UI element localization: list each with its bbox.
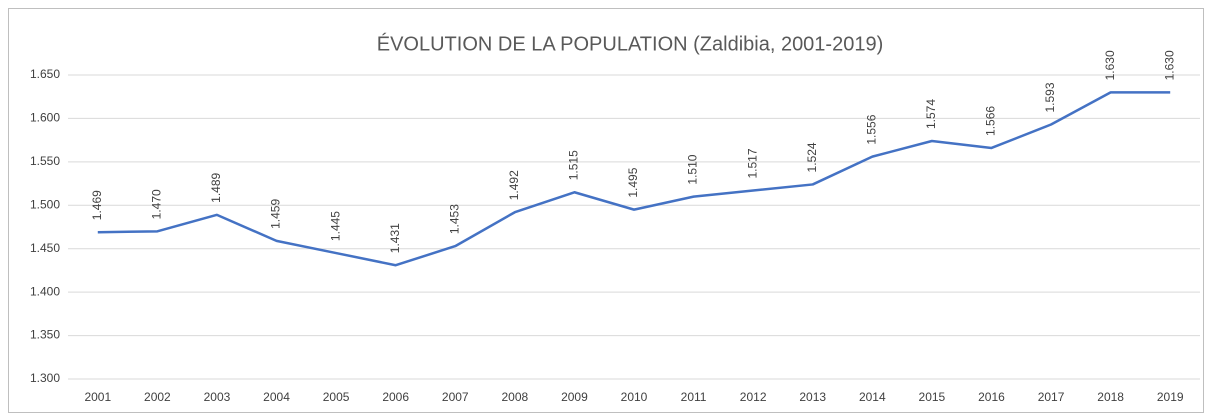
x-tick-label: 2013 xyxy=(799,390,826,404)
data-label: 1.492 xyxy=(507,170,521,200)
data-label: 1.556 xyxy=(864,114,878,144)
data-label: 1.431 xyxy=(388,223,402,253)
y-tick-label: 1.500 xyxy=(30,197,60,211)
data-label: 1.524 xyxy=(805,142,819,172)
data-label: 1.517 xyxy=(745,148,759,178)
x-tick-label: 2006 xyxy=(382,390,409,404)
data-label: 1.515 xyxy=(567,150,581,180)
x-tick-label: 2017 xyxy=(1038,390,1065,404)
data-label: 1.469 xyxy=(90,190,104,220)
x-tick-label: 2019 xyxy=(1157,390,1184,404)
x-tick-label: 2002 xyxy=(144,390,171,404)
y-tick-label: 1.300 xyxy=(30,371,60,385)
data-label: 1.470 xyxy=(150,189,164,219)
data-label: 1.566 xyxy=(984,106,998,136)
x-tick-label: 2005 xyxy=(323,390,350,404)
x-tick-label: 2004 xyxy=(263,390,290,404)
line-series xyxy=(97,91,1171,267)
x-tick-label: 2009 xyxy=(561,390,588,404)
data-label: 1.630 xyxy=(1162,50,1176,80)
y-tick-label: 1.650 xyxy=(30,67,60,81)
data-label: 1.445 xyxy=(328,211,342,241)
data-label: 1.510 xyxy=(686,154,700,184)
y-tick-label: 1.450 xyxy=(30,241,60,255)
x-tick-label: 2010 xyxy=(621,390,648,404)
data-label: 1.489 xyxy=(209,172,223,202)
data-label: 1.453 xyxy=(447,204,461,234)
chart-title: ÉVOLUTION DE LA POPULATION (Zaldibia, 20… xyxy=(377,32,884,55)
x-tick-label: 2011 xyxy=(681,390,707,404)
data-label: 1.593 xyxy=(1043,82,1057,112)
y-tick-label: 1.600 xyxy=(30,111,60,125)
y-tick-label: 1.400 xyxy=(30,284,60,298)
x-tick-label: 2003 xyxy=(204,390,231,404)
x-tick-label: 2008 xyxy=(501,390,528,404)
x-tick-label: 2012 xyxy=(740,390,767,404)
data-label: 1.574 xyxy=(924,99,938,129)
x-tick-label: 2015 xyxy=(919,390,946,404)
y-tick-label: 1.550 xyxy=(30,154,60,168)
x-tick-label: 2001 xyxy=(84,390,111,404)
chart-border xyxy=(8,8,1204,413)
x-tick-label: 2014 xyxy=(859,390,886,404)
x-tick-label: 2018 xyxy=(1097,390,1124,404)
x-tick-label: 2016 xyxy=(978,390,1005,404)
data-label: 1.630 xyxy=(1103,50,1117,80)
data-label: 1.459 xyxy=(269,199,283,229)
y-tick-label: 1.350 xyxy=(30,328,60,342)
x-tick-label: 2007 xyxy=(442,390,469,404)
data-label: 1.495 xyxy=(626,167,640,197)
